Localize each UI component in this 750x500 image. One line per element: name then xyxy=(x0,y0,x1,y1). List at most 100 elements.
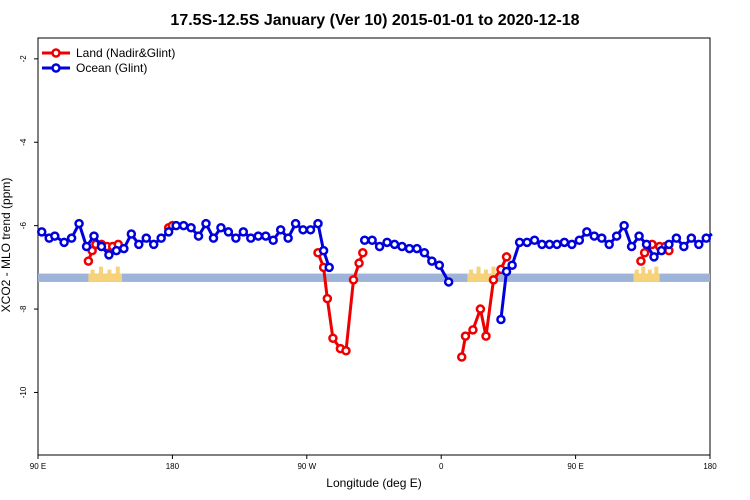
data-point xyxy=(66,233,77,243)
data-point xyxy=(522,237,532,248)
land-band-spike xyxy=(647,269,652,274)
data-point xyxy=(260,231,271,241)
data-point xyxy=(649,252,659,262)
data-point xyxy=(104,250,114,260)
data-point xyxy=(427,256,437,266)
data-point xyxy=(283,233,293,243)
land-band-spike xyxy=(634,269,639,274)
data-point xyxy=(231,233,241,243)
data-point xyxy=(537,239,547,250)
legend-label: Ocean (Glint) xyxy=(76,61,147,75)
data-point xyxy=(552,239,562,250)
data-point xyxy=(324,262,334,273)
data-point xyxy=(604,239,614,250)
data-point xyxy=(223,227,234,237)
land-band-spike xyxy=(491,266,496,274)
data-point xyxy=(671,233,682,243)
data-point xyxy=(694,239,704,250)
data-point xyxy=(514,237,525,248)
land-band-spike xyxy=(476,266,481,274)
data-point xyxy=(636,256,646,266)
data-point xyxy=(186,222,196,233)
data-point xyxy=(96,241,107,252)
data-point xyxy=(367,235,377,245)
legend-swatch-marker xyxy=(51,48,61,58)
land-band-1 xyxy=(467,273,498,282)
x-axis-label: Longitude (deg E) xyxy=(326,476,421,490)
data-point xyxy=(290,218,301,229)
data-point xyxy=(163,227,174,237)
data-point xyxy=(589,231,600,241)
data-point xyxy=(119,243,129,254)
data-point xyxy=(358,248,368,258)
data-point xyxy=(216,222,226,233)
y-tick-label: -2 xyxy=(19,55,28,63)
land-band-spike xyxy=(99,266,103,274)
data-point xyxy=(341,346,351,356)
data-point xyxy=(348,275,359,285)
y-tick-label: -6 xyxy=(19,222,28,230)
data-point xyxy=(268,235,278,245)
data-point xyxy=(686,233,697,243)
data-point xyxy=(611,231,622,241)
data-point xyxy=(275,225,286,235)
data-point xyxy=(567,239,577,250)
land-band-spike xyxy=(484,269,488,274)
data-point xyxy=(596,233,607,243)
data-point xyxy=(171,220,181,231)
data-point xyxy=(36,227,47,237)
data-point xyxy=(313,218,323,229)
legend: Land (Nadir&Glint)Ocean (Glint) xyxy=(42,46,175,75)
data-point xyxy=(389,239,400,250)
data-point xyxy=(456,352,467,362)
data-point xyxy=(434,260,445,271)
data-point xyxy=(126,229,137,239)
data-point xyxy=(501,252,512,262)
data-point xyxy=(475,304,486,314)
land-band-spike xyxy=(641,266,646,274)
data-point xyxy=(559,237,570,248)
data-point xyxy=(59,237,69,248)
y-tick-label: -4 xyxy=(19,138,28,146)
land-band-spike xyxy=(654,266,659,274)
data-point xyxy=(253,231,264,241)
data-point xyxy=(460,331,471,341)
data-point xyxy=(89,231,99,241)
data-point xyxy=(156,233,166,243)
data-point xyxy=(397,241,407,252)
data-point xyxy=(574,235,585,245)
data-point xyxy=(443,277,454,287)
y-axis: -2 -4 -6 -8 -10 xyxy=(19,55,38,398)
data-point xyxy=(148,239,159,250)
y-axis-label: XCO2 - MLO trend (ppm) xyxy=(0,178,13,313)
data-point xyxy=(318,245,329,256)
land-band-2 xyxy=(633,273,660,282)
data-point xyxy=(374,241,385,252)
data-point xyxy=(50,231,60,241)
series-layer xyxy=(36,218,713,362)
data-point xyxy=(354,258,364,268)
data-point xyxy=(507,260,517,271)
land-band-spike xyxy=(115,266,120,274)
reference-band xyxy=(38,266,710,282)
data-point xyxy=(468,325,478,335)
land-band-spike xyxy=(107,269,112,274)
data-point xyxy=(641,239,652,250)
data-point xyxy=(382,237,392,248)
data-point xyxy=(201,218,211,229)
data-point xyxy=(639,248,650,258)
data-point xyxy=(501,266,512,277)
data-point xyxy=(83,256,94,266)
data-point xyxy=(664,239,674,250)
y-tick-label: -10 xyxy=(19,386,28,398)
data-point xyxy=(496,314,506,325)
plot-frame xyxy=(37,37,711,456)
data-point xyxy=(634,231,644,241)
x-tick-label: 180 xyxy=(703,462,717,471)
data-point xyxy=(111,245,122,256)
data-point xyxy=(81,241,92,252)
data-point xyxy=(193,231,204,241)
x-tick-label: 180 xyxy=(166,462,180,471)
x-axis: 90 E 180 90 W 0 90 E 180 xyxy=(30,455,717,471)
